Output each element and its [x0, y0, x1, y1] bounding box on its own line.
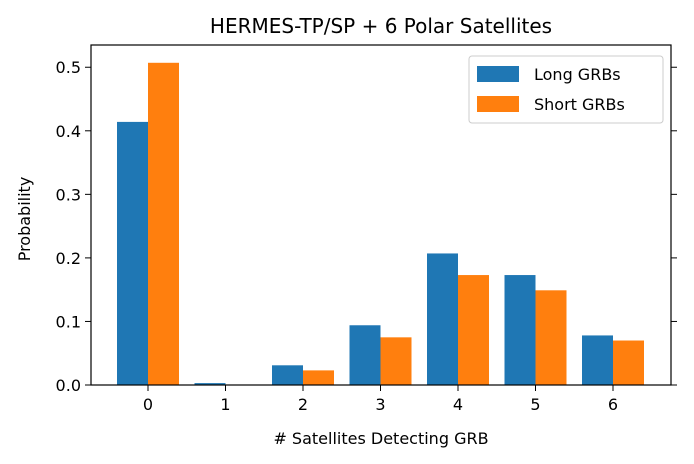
x-axis-label: # Satellites Detecting GRB [273, 429, 488, 448]
bar-short-4 [458, 275, 489, 385]
y-tick-label: 0.5 [56, 58, 81, 77]
bar-long-4 [427, 253, 458, 385]
bar-short-0 [148, 62, 179, 385]
y-tick-label: 0.3 [56, 185, 81, 204]
bar-long-0 [117, 121, 148, 386]
bar-long-6 [582, 335, 613, 385]
bar-long-5 [504, 275, 536, 385]
bar-long-2 [272, 365, 303, 385]
legend-label: Short GRBs [534, 95, 625, 114]
chart-title: HERMES-TP/SP + 6 Polar Satellites [210, 14, 552, 38]
y-tick-label: 0.4 [56, 122, 81, 141]
legend-swatch [477, 96, 519, 112]
y-tick-label: 0.2 [56, 249, 81, 268]
y-axis-ticks: 0.0 0.1 0.2 0.3 0.4 0.5 [56, 58, 677, 395]
legend-swatch [477, 66, 519, 82]
bar-short-3 [380, 337, 412, 385]
x-tick-label: 6 [608, 395, 618, 414]
y-axis-label: Probability [15, 177, 34, 262]
plot-frame [90, 44, 672, 386]
x-tick-label: 5 [530, 395, 540, 414]
x-axis-ticks: 0 1 2 3 4 5 6 [143, 385, 618, 414]
bar-short-2 [303, 370, 334, 385]
y-tick-label: 0.0 [56, 376, 81, 395]
x-tick-label: 3 [375, 395, 385, 414]
legend-label: Long GRBs [534, 65, 621, 84]
bars-group [117, 62, 644, 386]
bar-long-3 [349, 325, 381, 385]
x-tick-label: 2 [298, 395, 308, 414]
legend: Long GRBs Short GRBs [468, 55, 664, 124]
bar-long-1 [194, 383, 226, 385]
bar-short-5 [535, 290, 567, 385]
x-tick-label: 0 [143, 395, 153, 414]
y-tick-label: 0.1 [56, 312, 81, 331]
x-tick-label: 4 [453, 395, 463, 414]
bar-short-6 [613, 340, 644, 385]
x-tick-label: 1 [220, 395, 230, 414]
